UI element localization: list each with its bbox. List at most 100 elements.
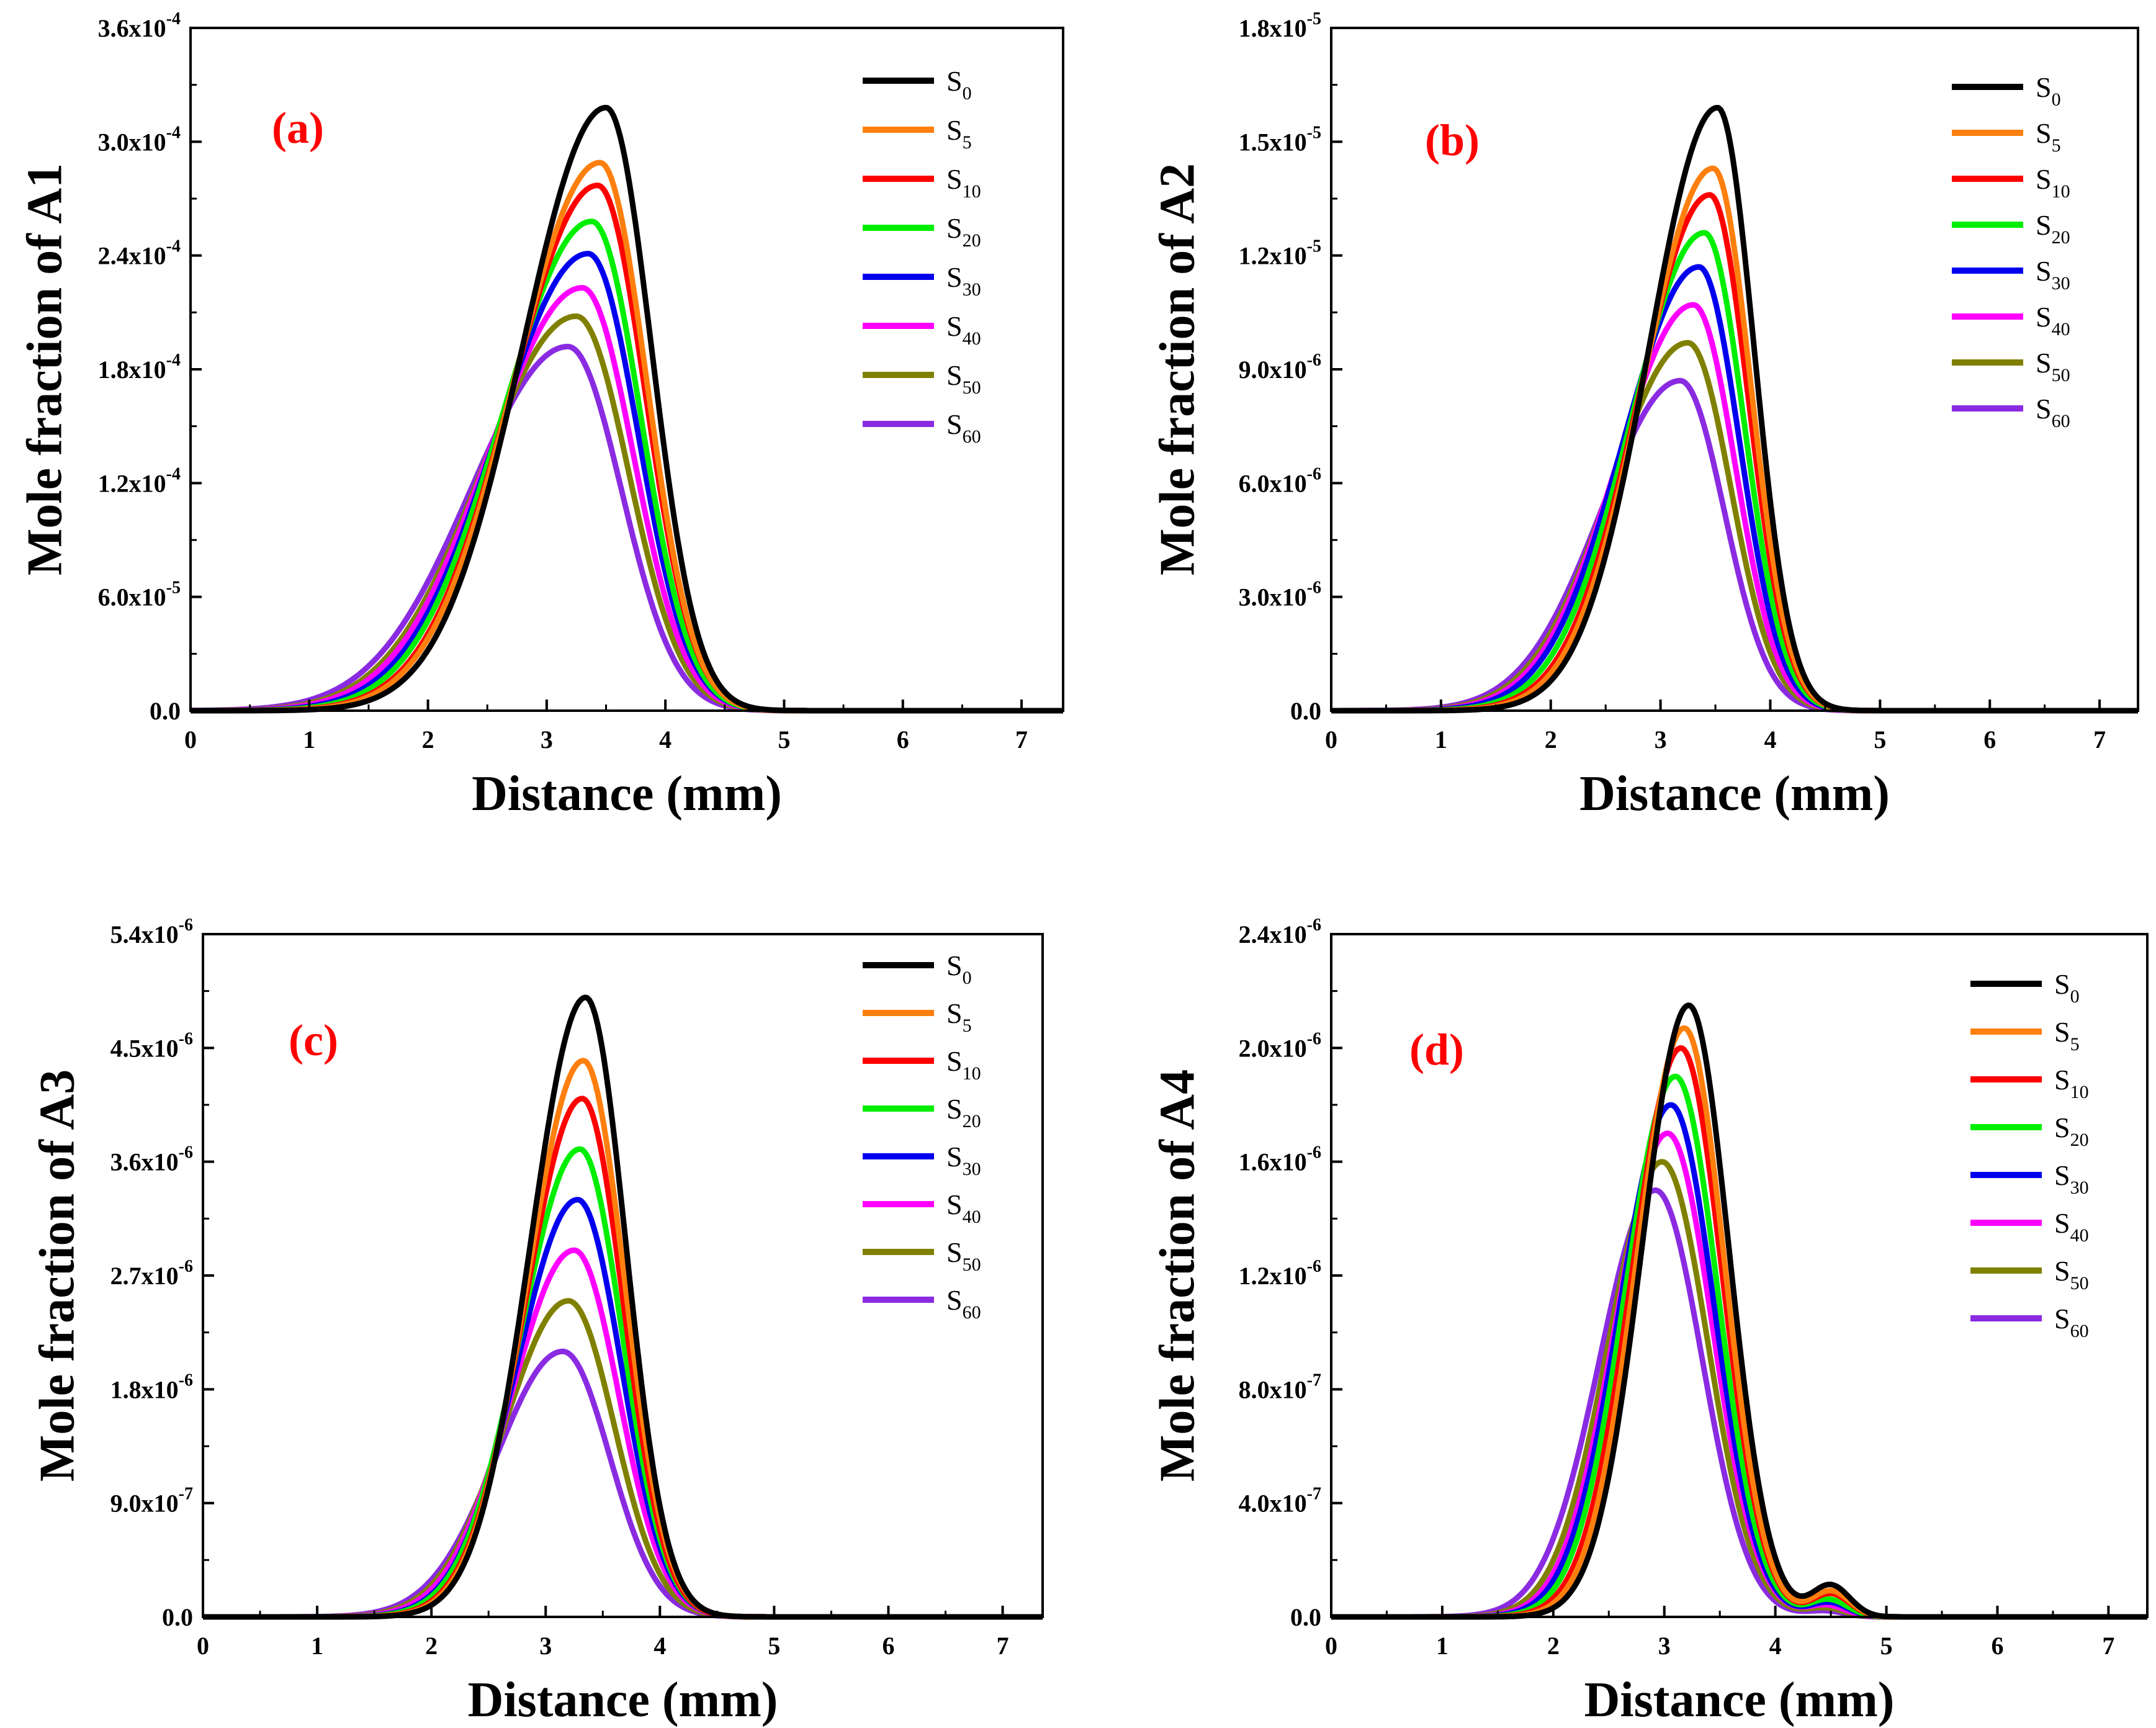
y-tick-label: 5.4x10-6 [110,916,193,948]
y-axis-title: Mole fraction of A3 [30,1069,84,1482]
y-axis-title: Mole fraction of A2 [1150,163,1205,575]
chart-panel-0: 0 1 2 3 4 5 6 7 0.0 6.0x10-5 1.2x10-4 1.8x10-4 2.4x1… [17,9,1064,821]
legend-label-s20: S20 [2036,209,2070,248]
x-tick-label: 2 [422,726,434,754]
chart-panel-1: 0 1 2 3 4 5 6 7 0.0 3.0x10-6 6.0x10-6 9.0x10-6 1.2x1… [1150,9,2139,821]
y-tick-label: 2.4x10-4 [98,237,181,270]
panel-label: (c) [289,1015,338,1065]
y-tick-label: 1.6x10-6 [1239,1143,1321,1176]
legend-label-s40: S40 [946,1189,981,1227]
y-axis-title: Mole fraction of A1 [17,163,72,575]
x-tick-label: 5 [768,1632,780,1660]
x-tick-label: 0 [1325,726,1337,754]
legend-label-s20: S20 [946,1093,981,1132]
y-axis-title: Mole fraction of A4 [1150,1069,1205,1482]
legend-label-s60: S60 [946,1284,981,1323]
legend-label-s30: S30 [2054,1159,2089,1198]
y-tick-label: 0.0 [162,1603,193,1631]
y-tick-label: 0.0 [1290,697,1321,725]
y-tick-label: 1.2x10-4 [98,464,181,497]
legend-label-s50: S50 [946,1236,981,1275]
y-tick-label: 4.0x10-7 [1239,1485,1321,1518]
y-tick-label: 1.8x10-5 [1239,9,1321,42]
x-axis-title: Distance (mm) [1584,1673,1895,1727]
legend-label-s30: S30 [946,1141,981,1179]
y-tick-label: 3.0x10-6 [1239,578,1321,611]
x-tick-label: 6 [1991,1632,2003,1660]
series-line-s5 [1330,165,2139,714]
x-tick-label: 0 [197,1632,209,1660]
y-tick-label: 0.0 [1290,1603,1321,1631]
series-line-s60 [202,1348,1044,1620]
legend-label-s0: S0 [946,950,972,988]
series-line-s60 [190,343,1064,714]
x-tick-label: 4 [1769,1632,1782,1660]
panel-label: (a) [272,103,324,153]
y-tick-label: 2.7x10-6 [110,1257,193,1290]
x-tick-label: 2 [1545,726,1557,754]
y-tick-label: 3.0x10-4 [98,123,181,156]
panel-label: (b) [1425,115,1480,165]
y-tick-label: 3.6x10-4 [98,9,181,42]
x-tick-label: 1 [1436,1632,1449,1660]
x-tick-label: 3 [541,726,553,754]
x-tick-label: 7 [2093,726,2106,754]
legend-label-s0: S0 [2054,968,2080,1007]
legend-label-s10: S10 [2036,163,2070,202]
x-tick-label: 6 [1983,726,1996,754]
y-tick-label: 0.0 [150,697,181,725]
legend-label-s50: S50 [946,359,981,398]
chart-panel-2: 0 1 2 3 4 5 6 7 0.0 9.0x10-7 1.8x10-6 2.7x10-6 3.6x1… [30,916,1044,1727]
legend-label-s60: S60 [946,408,981,447]
y-tick-label: 1.5x10-5 [1239,123,1321,156]
series-line-s40 [190,285,1064,714]
legend-label-s60: S60 [2036,393,2070,431]
legend-label-s20: S20 [2054,1112,2089,1150]
x-tick-label: 3 [1655,726,1667,754]
legend-label-s5: S5 [2054,1016,2080,1055]
x-tick-label: 1 [311,1632,323,1660]
legend-label-s10: S10 [2054,1064,2089,1102]
legend-label-s5: S5 [946,997,972,1036]
x-tick-label: 2 [1547,1632,1560,1660]
legend-label-s40: S40 [2036,301,2070,340]
x-tick-label: 4 [1764,726,1776,754]
x-tick-label: 5 [1874,726,1886,754]
x-axis-title: Distance (mm) [472,767,782,821]
series-line-s10 [190,182,1064,714]
x-tick-label: 5 [1880,1632,1893,1660]
y-tick-label: 2.0x10-6 [1239,1029,1321,1062]
legend-label-s50: S50 [2036,347,2070,385]
y-tick-label: 3.6x10-6 [110,1143,193,1176]
y-tick-label: 1.2x10-5 [1239,237,1321,270]
x-tick-label: 4 [654,1632,666,1660]
x-tick-label: 7 [997,1632,1009,1660]
y-tick-label: 1.2x10-6 [1239,1257,1321,1290]
x-tick-label: 6 [897,726,909,754]
x-tick-label: 7 [1015,726,1028,754]
panel-label: (d) [1409,1025,1464,1074]
legend-label-s5: S5 [2036,117,2061,156]
legend-label-s0: S0 [946,65,972,104]
x-tick-label: 5 [778,726,790,754]
x-tick-label: 6 [882,1632,894,1660]
y-tick-label: 4.5x10-6 [110,1029,193,1062]
y-tick-label: 9.0x10-6 [1239,351,1321,384]
x-axis-title: Distance (mm) [1579,767,1890,821]
x-tick-label: 3 [539,1632,552,1660]
series-line-s5 [190,160,1064,714]
y-tick-label: 1.8x10-4 [98,351,181,384]
legend-label-s30: S30 [2036,255,2070,294]
x-tick-label: 3 [1658,1632,1671,1660]
x-tick-label: 4 [659,726,672,754]
chart-panel-3: 0 1 2 3 4 5 6 7 0.0 4.0x10-7 8.0x10-7 1.2x10-6 1.6x1… [1150,916,2149,1727]
x-tick-label: 0 [1325,1632,1337,1660]
legend-label-s10: S10 [946,1045,981,1084]
x-tick-label: 2 [425,1632,438,1660]
legend-label-s60: S60 [2054,1303,2089,1341]
y-tick-label: 2.4x10-6 [1239,916,1321,948]
y-tick-label: 8.0x10-7 [1239,1370,1321,1403]
series-line-s30 [1330,264,2139,714]
y-tick-label: 1.8x10-6 [110,1370,193,1403]
series-line-s60 [1330,377,2139,714]
